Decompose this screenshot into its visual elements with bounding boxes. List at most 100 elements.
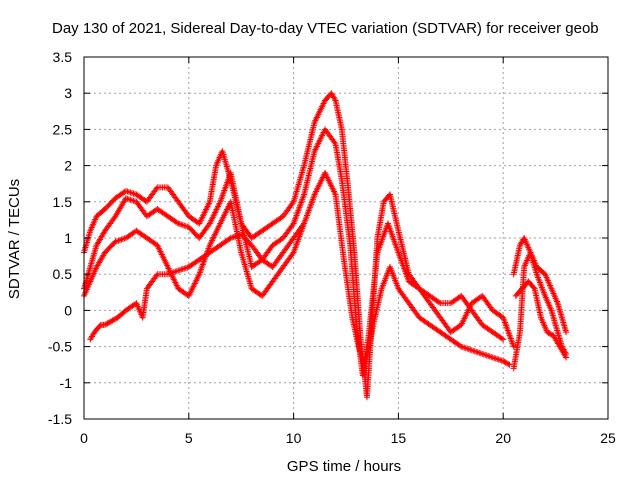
data-point [130,197,137,204]
ticks: 0 5 10 15 20 25 -1.5 -1 -0.5 0 0.5 1 1.5 2 2.5 3 3.5 [48,49,616,446]
data-point [467,346,474,353]
data-point [544,329,551,336]
data-point [227,235,234,241]
data-point [289,250,296,257]
data-point [110,316,117,323]
data-point [172,268,179,275]
y-tick-label: 2 [64,158,72,174]
data-point [489,354,496,361]
data-point [128,197,135,204]
data-point [473,348,480,355]
data-point [236,231,243,238]
data-point [230,233,237,240]
series-track-3 [81,169,513,372]
y-axis-label: SDTVAR / TECUs [6,179,23,299]
data-point [458,343,465,350]
data-point [174,219,181,226]
data-point [468,347,475,354]
data-point [170,269,177,276]
data-point [456,342,463,349]
x-tick-label: 25 [600,430,616,446]
data-point [181,222,188,229]
data-point [503,360,510,367]
data-point [563,329,570,336]
data-point [182,223,189,230]
series-track-1 [81,90,517,401]
data-point [480,351,487,358]
data-point [482,351,489,358]
data-point [103,321,110,328]
data-point [289,200,296,207]
data-point [232,233,239,240]
chart-title: Day 130 of 2021, Sidereal Day-to-day VTE… [52,20,599,37]
data-point [169,269,176,276]
x-tick-label: 15 [391,430,407,446]
data-point [167,270,174,277]
data-point [121,235,128,242]
data-point [510,343,517,350]
data-point [175,220,182,227]
data-point [331,95,338,102]
data-point [182,264,189,271]
data-point [500,358,507,365]
data-point [495,356,502,363]
data-point [502,359,509,366]
data-point [486,353,493,360]
data-point [501,358,508,365]
y-tick-label: 3.5 [53,49,73,65]
x-tick-label: 5 [185,430,193,446]
x-axis-label: GPS time / hours [287,458,401,475]
data-point [153,185,160,192]
y-tick-label: 0 [64,302,72,318]
data-point [563,354,570,361]
data-point [301,220,308,227]
data-point [331,139,338,146]
data-point [101,321,108,328]
data-point [176,267,183,274]
y-tick-label: 1.5 [53,194,73,210]
data-point [112,316,119,323]
series-track-2 [81,126,507,379]
data-point [128,190,135,197]
data-point [476,349,483,356]
data-point [108,318,115,325]
y-tick-label: 0.5 [53,266,73,282]
data-point [173,268,180,275]
data-point [125,196,132,203]
data-point [500,336,507,343]
data-point [498,335,505,342]
data-point [175,267,182,274]
data-point [229,234,236,241]
data-point [497,357,504,364]
data-point [498,357,505,364]
data-point [119,236,126,243]
data-point [124,188,131,195]
data-point [488,353,495,360]
data-point [166,270,173,277]
data-point [471,348,478,355]
data-point [477,350,484,357]
series-track-7 [512,278,570,361]
data-point [118,236,125,243]
data-point [485,352,492,359]
x-tick-label: 10 [286,430,302,446]
data-point [178,221,185,228]
data-point [122,195,129,202]
data-point [470,347,477,354]
data-point [125,188,132,195]
data-point [505,360,512,367]
data-point [465,346,472,353]
data-point [233,232,240,239]
data-point [479,350,486,357]
x-tick-label: 20 [495,430,511,446]
data-point [547,331,554,338]
data-point [483,352,490,359]
data-point [530,284,537,291]
data-point [113,238,120,245]
data-point [462,345,469,352]
grid [84,57,608,419]
data-point [122,187,129,194]
data-point [464,345,471,352]
data-point [226,235,233,242]
